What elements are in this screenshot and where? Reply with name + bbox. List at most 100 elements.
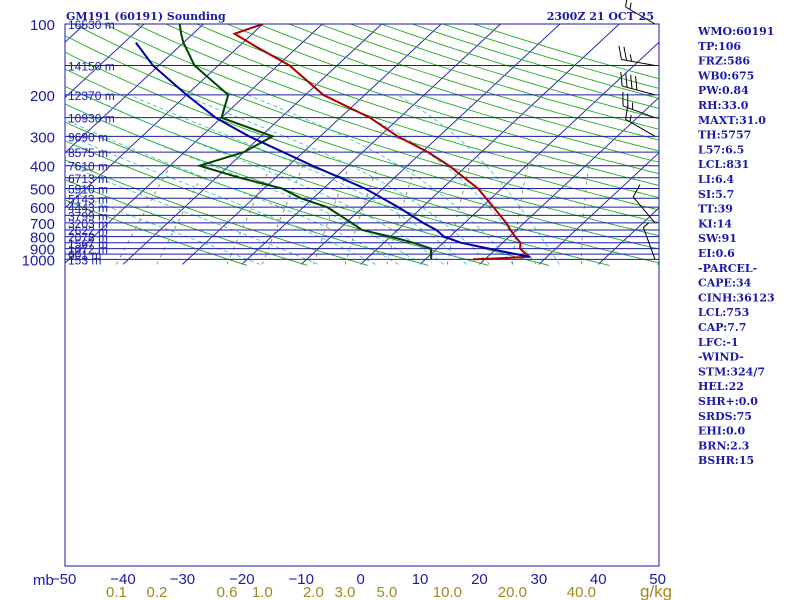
height-label: 6713 m (68, 172, 108, 186)
stability-index-item: SRDS:75 (698, 410, 752, 423)
mixing-ratio-label: 10.0 (433, 584, 462, 600)
stability-index-item: FRZ:586 (698, 55, 750, 68)
wind-barb-flag (623, 46, 628, 61)
stability-index-item: LCL:753 (698, 306, 749, 319)
stability-index-item: WMO:60191 (697, 25, 774, 38)
chart-time: 2300Z 21 OCT 25 (547, 10, 654, 23)
stability-index-item: CAP:7.7 (698, 321, 746, 334)
wind-barb-shaft (622, 105, 656, 119)
moist-adiabat-line (247, 94, 514, 265)
x-axis-unit: mb (33, 572, 54, 589)
stability-index-item: EI:0.6 (698, 247, 735, 260)
wind-barb-shaft (625, 6, 656, 25)
isotherm-line (419, 41, 659, 265)
stability-index-item: LI:6.4 (698, 173, 734, 186)
wind-barb-flag (625, 0, 628, 8)
wind-barb-flag (635, 76, 638, 91)
height-label: 153 m (68, 253, 101, 267)
wind-barb-flag (620, 72, 623, 87)
dry-adiabat-line (196, 24, 659, 175)
wind-barb-flag (643, 222, 649, 228)
dry-adiabat-line (288, 24, 659, 141)
stability-index-item: EHI:0.0 (698, 425, 745, 438)
pressure-tick-label: 900 (30, 242, 55, 259)
pressure-tick-label: 600 (30, 200, 55, 217)
wind-barb-shaft (621, 59, 656, 66)
mixing-ratio-label: 40.0 (567, 584, 596, 600)
height-label: 5143 m (68, 192, 108, 206)
wind-barb-flag (629, 2, 632, 10)
isotherm-line (122, 24, 382, 265)
dewpoint-profile-line (178, 24, 433, 260)
stability-index-item: HEL:22 (698, 380, 744, 393)
isotherm-line (65, 24, 323, 264)
stability-index-item: CINH:36123 (698, 291, 775, 304)
moist-adiabat-line (129, 94, 468, 265)
moist-adiabat-line (65, 163, 319, 265)
wind-barb-shaft (642, 227, 656, 260)
moist-adiabat-line (84, 94, 445, 265)
stability-index-item: CAPE:34 (698, 277, 752, 290)
temperature-tick-label: −50 (51, 571, 76, 588)
label-group: 16530 m 14150 m 12370 m 10930 m 9690 m 8575 m… (22, 17, 666, 600)
stability-index-item: TH:5757 (698, 129, 751, 142)
mixing-ratio-line (156, 165, 208, 265)
mixing-ratio-line (313, 165, 350, 265)
isotherm-line (360, 24, 620, 265)
mixing-ratio-label: 0.2 (147, 584, 168, 600)
isotherm-line (65, 24, 264, 209)
height-label: 8575 m (68, 146, 108, 160)
wind-barb-flag (625, 105, 629, 120)
pressure-tick-label: 400 (30, 159, 55, 176)
stability-index-item: -WIND- (698, 351, 744, 364)
height-label: 5910 m (68, 183, 108, 197)
parcel-profile-line (135, 42, 530, 258)
height-label: 1567 m (68, 237, 108, 251)
temperature-tick-label: −30 (170, 571, 195, 588)
isobar-group (65, 23, 659, 260)
temperature-tick-label: 10 (412, 571, 429, 588)
temperature-tick-label: 40 (590, 571, 607, 588)
pressure-tick-label: 800 (30, 230, 55, 247)
stability-index-item: SW:91 (698, 232, 737, 245)
moist-adiabat-line (65, 119, 399, 265)
wind-barb-shaft (625, 118, 656, 137)
height-label: 2622 m (68, 224, 108, 238)
dry-adiabat-line (165, 24, 659, 186)
mixing-ratio-line (581, 165, 590, 265)
moist-adiabat-line (65, 188, 261, 265)
isotherm-line (0, 24, 25, 264)
stability-index-item: RH:33.0 (698, 99, 749, 112)
stability-index-item: BRN:2.3 (698, 439, 749, 452)
pressure-tick-label: 1000 (22, 252, 55, 269)
stability-index-item: SHR+:0.0 (698, 395, 758, 408)
temperature-tick-label: 30 (530, 571, 547, 588)
temperature-tick-label: 0 (356, 571, 364, 588)
height-label: 4443 m (68, 201, 108, 215)
stability-index-item: LCL:831 (698, 158, 749, 171)
moist-adiabat-line (396, 94, 560, 265)
mixing-ratio-label: 20.0 (498, 584, 527, 600)
dry-adiabat-line (73, 24, 659, 224)
wind-barb-flag (629, 54, 633, 62)
height-label: 2078 m (68, 231, 108, 245)
isotherm-line (597, 207, 659, 265)
stability-index-item: STM:324/7 (698, 365, 765, 378)
dry-adiabat-line (227, 24, 659, 163)
height-label: 14150 m (68, 59, 115, 73)
chart-title: GM191 (60191) Sounding (66, 10, 226, 23)
wind-barb-flag (629, 114, 632, 122)
temperature-tick-label: 50 (649, 571, 666, 588)
pressure-tick-label: 300 (30, 129, 55, 146)
stability-index-item: LFC:-1 (698, 336, 739, 349)
mixing-ratio-line (226, 165, 272, 265)
temperature-profile-line (232, 24, 532, 261)
mixing-ratio-line (116, 165, 171, 265)
pressure-tick-label: 200 (30, 88, 55, 105)
wind-barb-shaft (622, 85, 656, 96)
wind-barb-flag (618, 45, 623, 60)
stability-index-item: WB0:675 (697, 69, 754, 82)
height-label: 1072 m (68, 243, 108, 257)
height-label: 3799 m (68, 209, 108, 223)
